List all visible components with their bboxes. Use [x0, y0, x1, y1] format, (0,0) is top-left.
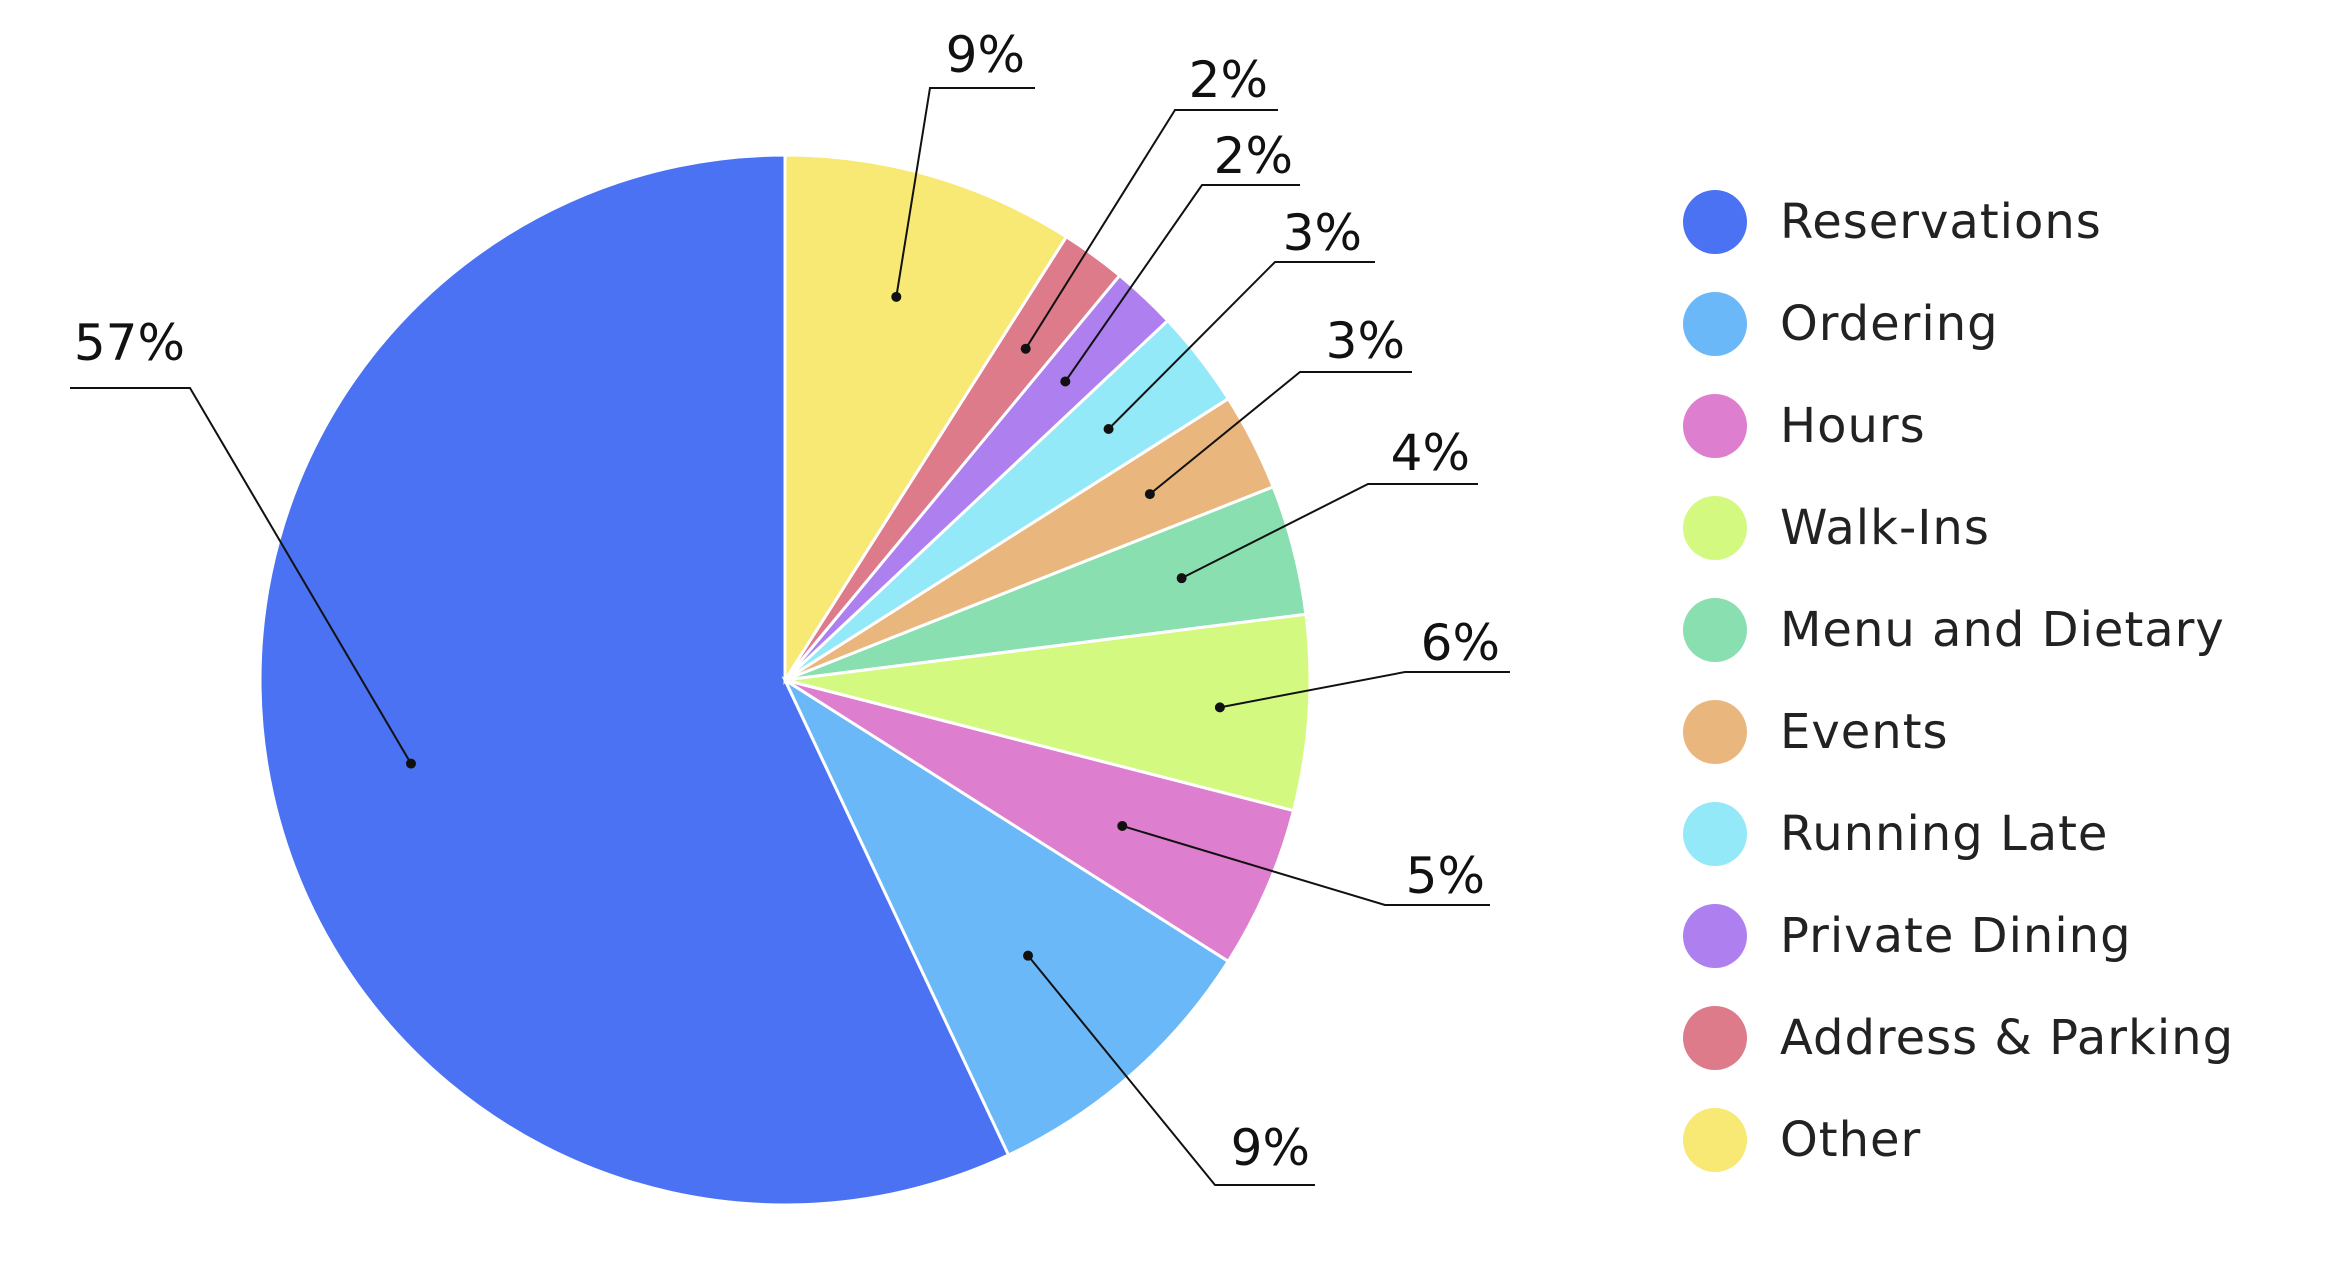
- legend-label-hours: Hours: [1780, 398, 1926, 454]
- leader-line-other: [895, 87, 1035, 298]
- pie-slice-other: [783, 153, 1069, 686]
- legend-swatch-menu-and-dietary: [1683, 598, 1747, 662]
- legend-label-menu-and-dietary: Menu and Dietary: [1780, 602, 2225, 658]
- legend-item-events: Events: [1683, 700, 1949, 764]
- legend-swatch-reservations: [1683, 190, 1747, 254]
- legend-swatch-other: [1683, 1108, 1747, 1172]
- legend-swatch-private-dining: [1683, 904, 1747, 968]
- legend-swatch-hours: [1683, 394, 1747, 458]
- legend-label-other: Other: [1780, 1112, 1921, 1168]
- legend-item-reservations: Reservations: [1683, 190, 2102, 254]
- leader-line-hours: [1121, 824, 1490, 906]
- leader-line-reservations: [70, 387, 412, 765]
- legend: Reservations Ordering Hours Walk-Ins Menu an…: [1683, 190, 2234, 1172]
- leader-line-private-dining: [1064, 184, 1300, 383]
- legend-item-other: Other: [1683, 1108, 1921, 1172]
- pie-slice-hours: [784, 678, 1296, 964]
- legend-label-running-late: Running Late: [1780, 806, 2108, 862]
- leader-line-events: [1149, 371, 1412, 495]
- leader-line-walk-ins: [1219, 671, 1510, 709]
- leader-line-ordering: [1027, 955, 1315, 1186]
- leader-dot-hours: [1117, 820, 1128, 831]
- legend-swatch-running-late: [1683, 802, 1747, 866]
- pie-slice-ordering: [781, 675, 1231, 1158]
- legend-label-ordering: Ordering: [1780, 296, 1999, 352]
- data-label-walk-ins: 6%: [1421, 614, 1500, 672]
- data-label-events: 3%: [1326, 312, 1405, 370]
- leader-line-running-late: [1107, 261, 1375, 430]
- legend-swatch-address-and-parking: [1683, 1006, 1747, 1070]
- leader-dot-private-dining: [1060, 376, 1071, 387]
- legend-item-ordering: Ordering: [1683, 292, 1999, 356]
- data-label-ordering: 9%: [1231, 1119, 1310, 1177]
- pie-slices: [258, 153, 1312, 1207]
- legend-item-menu-and-dietary: Menu and Dietary: [1683, 598, 2225, 662]
- leader-dot-other: [891, 291, 902, 302]
- legend-item-walk-ins: Walk-Ins: [1683, 496, 1990, 560]
- data-label-menu-and-dietary: 4%: [1391, 424, 1470, 482]
- legend-label-walk-ins: Walk-Ins: [1780, 500, 1990, 556]
- leader-lines: [70, 87, 1510, 1186]
- legend-item-hours: Hours: [1683, 394, 1926, 458]
- legend-label-events: Events: [1780, 704, 1949, 760]
- legend-item-address-and-parking: Address & Parking: [1683, 1006, 2234, 1070]
- legend-swatch-events: [1683, 700, 1747, 764]
- leader-dot-ordering: [1023, 950, 1034, 961]
- data-labels: 57% 9% 5% 6% 4% 3% 3% 2% 2% 9%: [74, 26, 1500, 1177]
- leader-dot-walk-ins: [1214, 702, 1225, 713]
- data-label-reservations: 57%: [74, 314, 185, 372]
- data-label-private-dining: 2%: [1214, 127, 1293, 185]
- legend-swatch-ordering: [1683, 292, 1747, 356]
- legend-label-address-and-parking: Address & Parking: [1780, 1010, 2234, 1066]
- legend-swatch-walk-ins: [1683, 496, 1747, 560]
- leader-dot-running-late: [1103, 424, 1114, 435]
- pie-slice-reservations: [258, 153, 1011, 1207]
- leader-line-menu-and-dietary: [1181, 483, 1478, 580]
- leader-dot-address-and-parking: [1020, 343, 1031, 354]
- leader-dot-reservations: [405, 758, 416, 769]
- data-label-other: 9%: [946, 26, 1025, 84]
- leader-dot-menu-and-dietary: [1176, 573, 1187, 584]
- legend-label-reservations: Reservations: [1780, 194, 2102, 250]
- data-label-hours: 5%: [1406, 847, 1485, 905]
- legend-label-private-dining: Private Dining: [1780, 908, 2132, 964]
- legend-item-private-dining: Private Dining: [1683, 904, 2132, 968]
- pie-slice-walk-ins: [784, 612, 1312, 813]
- data-label-running-late: 3%: [1283, 204, 1362, 262]
- leader-line-address-and-parking: [1024, 109, 1278, 350]
- legend-item-running-late: Running Late: [1683, 802, 2108, 866]
- data-label-address-and-parking: 2%: [1189, 51, 1268, 109]
- leader-dot-events: [1144, 489, 1155, 500]
